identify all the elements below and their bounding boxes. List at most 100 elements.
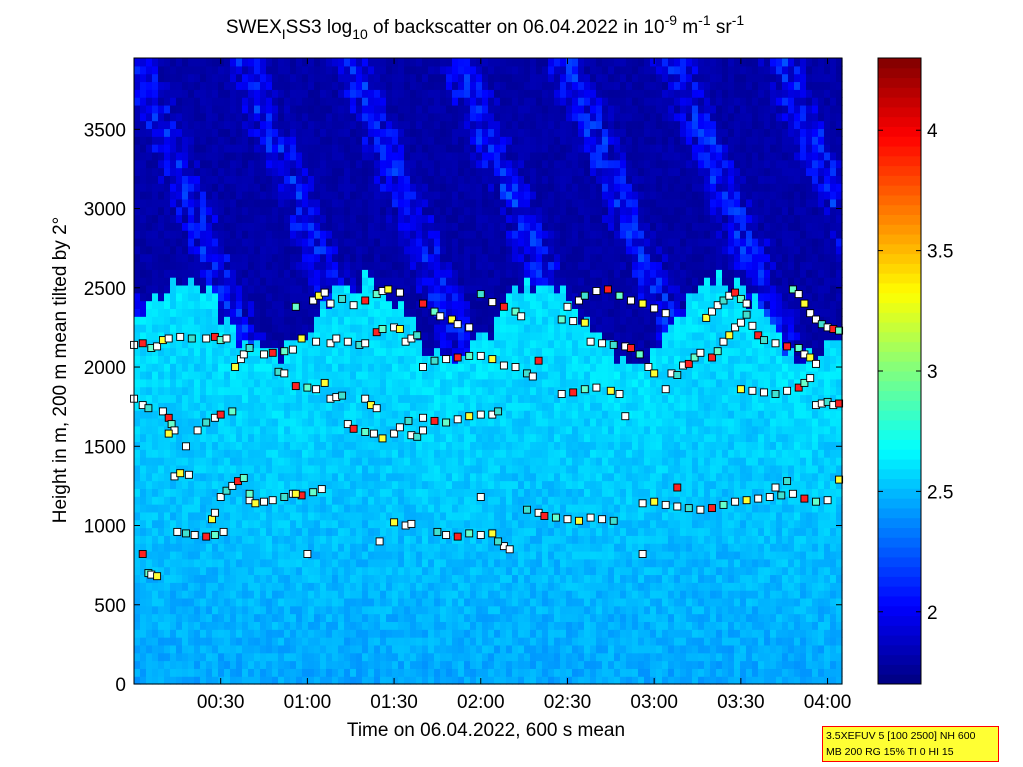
heatmap-cell xyxy=(386,535,393,544)
heatmap-cell xyxy=(320,269,327,278)
heatmap-cell xyxy=(368,457,375,466)
heatmap-cell xyxy=(362,347,369,356)
heatmap-cell xyxy=(200,363,207,372)
heatmap-cell xyxy=(464,433,471,443)
heatmap-cell xyxy=(200,652,207,662)
heatmap-cell xyxy=(266,222,273,231)
heatmap-cell xyxy=(476,331,483,341)
heatmap-cell xyxy=(188,637,195,646)
heatmap-cell xyxy=(494,433,501,443)
heatmap-cell xyxy=(290,652,297,662)
heatmap-cell xyxy=(140,464,147,474)
heatmap-cell xyxy=(134,590,141,599)
heatmap-cell xyxy=(434,621,441,630)
heatmap-cell xyxy=(476,644,483,654)
heatmap-cell xyxy=(308,230,315,239)
heatmap-cell xyxy=(314,300,321,309)
heatmap-cell xyxy=(482,97,489,106)
heatmap-cell xyxy=(290,230,297,239)
heatmap-cell xyxy=(470,167,477,176)
heatmap-cell xyxy=(446,120,453,130)
heatmap-cell xyxy=(362,65,369,75)
title-sup2: -1 xyxy=(698,12,711,28)
heatmap-cell xyxy=(152,590,159,599)
heatmap-cell xyxy=(380,621,387,630)
heatmap-cell xyxy=(386,464,393,474)
heatmap-cell xyxy=(230,621,237,630)
heatmap-cell xyxy=(266,97,273,106)
heatmap-cell xyxy=(482,120,489,130)
heatmap-cell xyxy=(410,558,417,568)
heatmap-cell xyxy=(452,167,459,176)
heatmap-cell xyxy=(170,496,177,505)
heatmap-cell xyxy=(182,550,189,560)
heatmap-cell xyxy=(230,550,237,560)
heatmap-cell xyxy=(326,97,333,106)
heatmap-cell xyxy=(470,198,477,208)
heatmap-cell xyxy=(398,504,405,513)
heatmap-cell xyxy=(314,480,321,489)
heatmap-cell xyxy=(308,511,315,521)
heatmap-cell xyxy=(362,550,369,560)
heatmap-cell xyxy=(500,120,507,130)
heatmap-cell xyxy=(464,81,471,90)
heatmap-cell xyxy=(164,222,171,231)
heatmap-cell xyxy=(158,120,165,130)
heatmap-cell xyxy=(152,284,159,294)
heatmap-cell xyxy=(458,511,465,521)
heatmap-cell xyxy=(440,167,447,176)
heatmap-cell xyxy=(248,316,255,325)
heatmap-cell xyxy=(290,324,297,333)
heatmap-cell xyxy=(164,472,171,482)
heatmap-cell xyxy=(296,206,303,216)
heatmap-cell xyxy=(278,457,285,466)
heatmap-cell xyxy=(326,378,333,388)
heatmap-cell xyxy=(362,488,369,497)
heatmap-cell xyxy=(380,566,387,576)
heatmap-cell xyxy=(284,308,291,317)
heatmap-cell xyxy=(152,543,159,552)
heatmap-cell xyxy=(392,660,399,669)
heatmap-cell xyxy=(440,245,447,255)
heatmap-cell xyxy=(392,637,399,646)
heatmap-cell xyxy=(134,417,141,427)
heatmap-cell xyxy=(302,167,309,176)
heatmap-cell xyxy=(362,605,369,615)
heatmap-cell xyxy=(362,175,369,184)
heatmap-cell xyxy=(290,410,297,419)
heatmap-cell xyxy=(458,629,465,638)
heatmap-cell xyxy=(338,120,345,130)
heatmap-cell xyxy=(428,504,435,513)
heatmap-cell xyxy=(362,300,369,309)
heatmap-cell xyxy=(200,605,207,615)
heatmap-cell xyxy=(416,339,423,349)
heatmap-cell xyxy=(218,214,225,223)
heatmap-cell xyxy=(212,73,219,83)
heatmap-cell xyxy=(272,574,279,583)
heatmap-cell xyxy=(338,167,345,176)
heatmap-cell xyxy=(290,128,297,137)
heatmap-cell xyxy=(440,331,447,341)
heatmap-cell xyxy=(278,394,285,403)
heatmap-cell xyxy=(494,128,501,137)
heatmap-cell xyxy=(158,660,165,669)
heatmap-cell xyxy=(152,347,159,356)
heatmap-cell xyxy=(200,284,207,294)
heatmap-cell xyxy=(218,590,225,599)
heatmap-cell xyxy=(158,269,165,278)
heatmap-cell xyxy=(152,550,159,560)
heatmap-cell xyxy=(302,519,309,529)
heatmap-cell xyxy=(308,269,315,278)
heatmap-cell xyxy=(200,402,207,411)
heatmap-cell xyxy=(386,175,393,184)
heatmap-cell xyxy=(356,629,363,638)
heatmap-cell xyxy=(194,198,201,208)
heatmap-cell xyxy=(368,550,375,560)
heatmap-cell xyxy=(230,637,237,646)
heatmap-cell xyxy=(152,621,159,630)
heatmap-cell xyxy=(248,73,255,83)
heatmap-cell xyxy=(224,402,231,411)
heatmap-cell xyxy=(386,97,393,106)
heatmap-cell xyxy=(182,629,189,638)
heatmap-cell xyxy=(338,676,345,685)
